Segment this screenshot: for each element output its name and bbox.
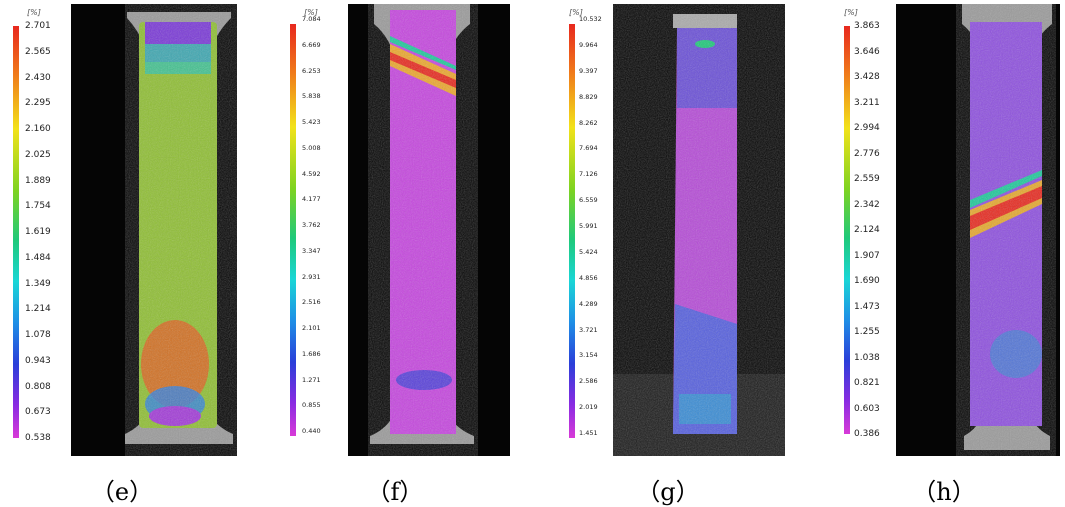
- tick-label: 1.754: [25, 201, 51, 212]
- tick-label: 8.829: [579, 92, 598, 101]
- tick-label: 1.484: [25, 252, 51, 263]
- tick-label: 3.646: [854, 46, 880, 57]
- unit-label: [%]: [27, 8, 41, 17]
- tick-label: 2.701: [25, 21, 51, 31]
- tick-label: 0.673: [25, 407, 51, 418]
- tick-label: 7.126: [579, 170, 598, 179]
- panel-g: [%] 10.532 9.964 9.397 8.829 8.262 7.694 7.126…: [553, 4, 785, 456]
- caption-g: （g）: [636, 478, 700, 506]
- specimen-image: [613, 4, 785, 456]
- tick-label: 1.214: [25, 304, 51, 315]
- tick-label: 2.101: [302, 324, 321, 332]
- tick-label: 6.253: [302, 66, 321, 75]
- specimen-image: [125, 4, 237, 456]
- tick-label: 3.347: [302, 246, 321, 255]
- tick-label: 5.991: [579, 222, 598, 230]
- tick-label: 1.349: [25, 278, 51, 289]
- colorbar-legend: [%] 10.532 9.964 9.397 8.829 8.262 7.694 7.126…: [553, 4, 613, 456]
- tick-label: 10.532: [579, 15, 602, 23]
- tick-label: 2.019: [579, 403, 598, 412]
- tick-label: 0.808: [25, 381, 51, 392]
- tick-label: 3.721: [579, 325, 598, 334]
- tick-label: 6.559: [579, 196, 598, 205]
- tick-label: 2.516: [302, 298, 321, 307]
- colorbar: [844, 26, 850, 434]
- tick-label: 2.586: [579, 377, 598, 386]
- tick-label: 7.084: [302, 15, 321, 23]
- tick-label: 4.177: [302, 195, 321, 204]
- tick-label: 0.386: [854, 429, 880, 439]
- tick-label: 1.686: [302, 349, 321, 358]
- tick-label: 0.603: [854, 403, 880, 414]
- panel-f: [%] 7.084 6.669 6.253 5.838 5.423 5.008 4.592 4…: [282, 4, 510, 456]
- tick-label: 5.008: [302, 143, 321, 152]
- specimen-image: [956, 4, 1056, 456]
- tick-label: 0.440: [302, 427, 321, 435]
- tick-label: 0.538: [25, 433, 51, 443]
- tick-label: 2.025: [25, 149, 51, 160]
- specimen-image: [368, 4, 478, 456]
- tick-label: 2.160: [25, 124, 51, 134]
- unit-label: [%]: [569, 8, 583, 17]
- tick-label: 5.424: [579, 247, 598, 256]
- tick-label: 2.776: [854, 148, 880, 159]
- tick-label: 1.451: [579, 429, 598, 437]
- tick-label: 1.907: [854, 250, 880, 261]
- tick-label: 1.271: [302, 375, 321, 384]
- tick-label: 5.423: [302, 118, 321, 126]
- tick-label: 4.592: [302, 169, 321, 178]
- tick-label: 2.342: [854, 199, 880, 210]
- tick-label: 2.559: [854, 174, 880, 184]
- colorbar-legend: [%] 3.863 3.646 3.428 3.211 2.994 2.776 2.559 2…: [828, 4, 896, 456]
- tick-label: 1.078: [25, 330, 51, 340]
- tick-label: 2.565: [25, 46, 51, 57]
- tick-label: 0.943: [25, 355, 51, 366]
- tick-label: 3.154: [579, 351, 598, 360]
- tick-label: 0.821: [854, 378, 880, 388]
- tick-label: 1.690: [854, 276, 880, 286]
- caption-f: （f）: [366, 478, 424, 506]
- caption-e: （e）: [90, 478, 154, 506]
- tick-label: 8.262: [579, 118, 598, 127]
- tick-label: 4.856: [579, 273, 598, 282]
- tick-label: 2.994: [854, 123, 880, 133]
- colorbar: [290, 24, 296, 436]
- colorbar: [13, 26, 19, 438]
- unit-label: [%]: [844, 8, 858, 17]
- panel-h: [%] 3.863 3.646 3.428 3.211 2.994 2.776 2.559 2…: [828, 4, 1060, 456]
- caption-h: （h）: [912, 478, 976, 506]
- tick-label: 5.838: [302, 92, 321, 101]
- tick-label: 4.289: [579, 299, 598, 308]
- unit-label: [%]: [304, 8, 318, 17]
- tick-label: 1.473: [854, 301, 880, 312]
- tick-label: 1.619: [25, 227, 51, 237]
- tick-label: 2.295: [25, 98, 51, 109]
- panel-e: [%] 2.701 2.565 2.430 2.295 2.160 2.025 1.889 1…: [5, 4, 237, 456]
- tick-label: 1.255: [854, 327, 880, 337]
- tick-label: 2.931: [302, 272, 321, 281]
- tick-label: 9.964: [579, 40, 598, 49]
- tick-label: 1.038: [854, 352, 880, 363]
- colorbar: [569, 24, 575, 438]
- colorbar-legend: [%] 7.084 6.669 6.253 5.838 5.423 5.008 4.592 4…: [282, 4, 348, 456]
- colorbar-legend: [%] 2.701 2.565 2.430 2.295 2.160 2.025 1.889 1…: [5, 4, 71, 456]
- tick-label: 2.124: [854, 225, 880, 235]
- tick-label: 3.863: [854, 21, 880, 31]
- tick-label: 3.762: [302, 221, 321, 229]
- tick-label: 6.669: [302, 40, 321, 49]
- tick-label: 1.889: [25, 175, 51, 186]
- tick-label: 9.397: [579, 66, 598, 75]
- tick-label: 3.428: [854, 72, 880, 82]
- tick-label: 2.430: [25, 72, 51, 83]
- tick-label: 0.855: [302, 401, 321, 410]
- tick-label: 3.211: [854, 97, 880, 108]
- tick-label: 7.694: [579, 144, 598, 153]
